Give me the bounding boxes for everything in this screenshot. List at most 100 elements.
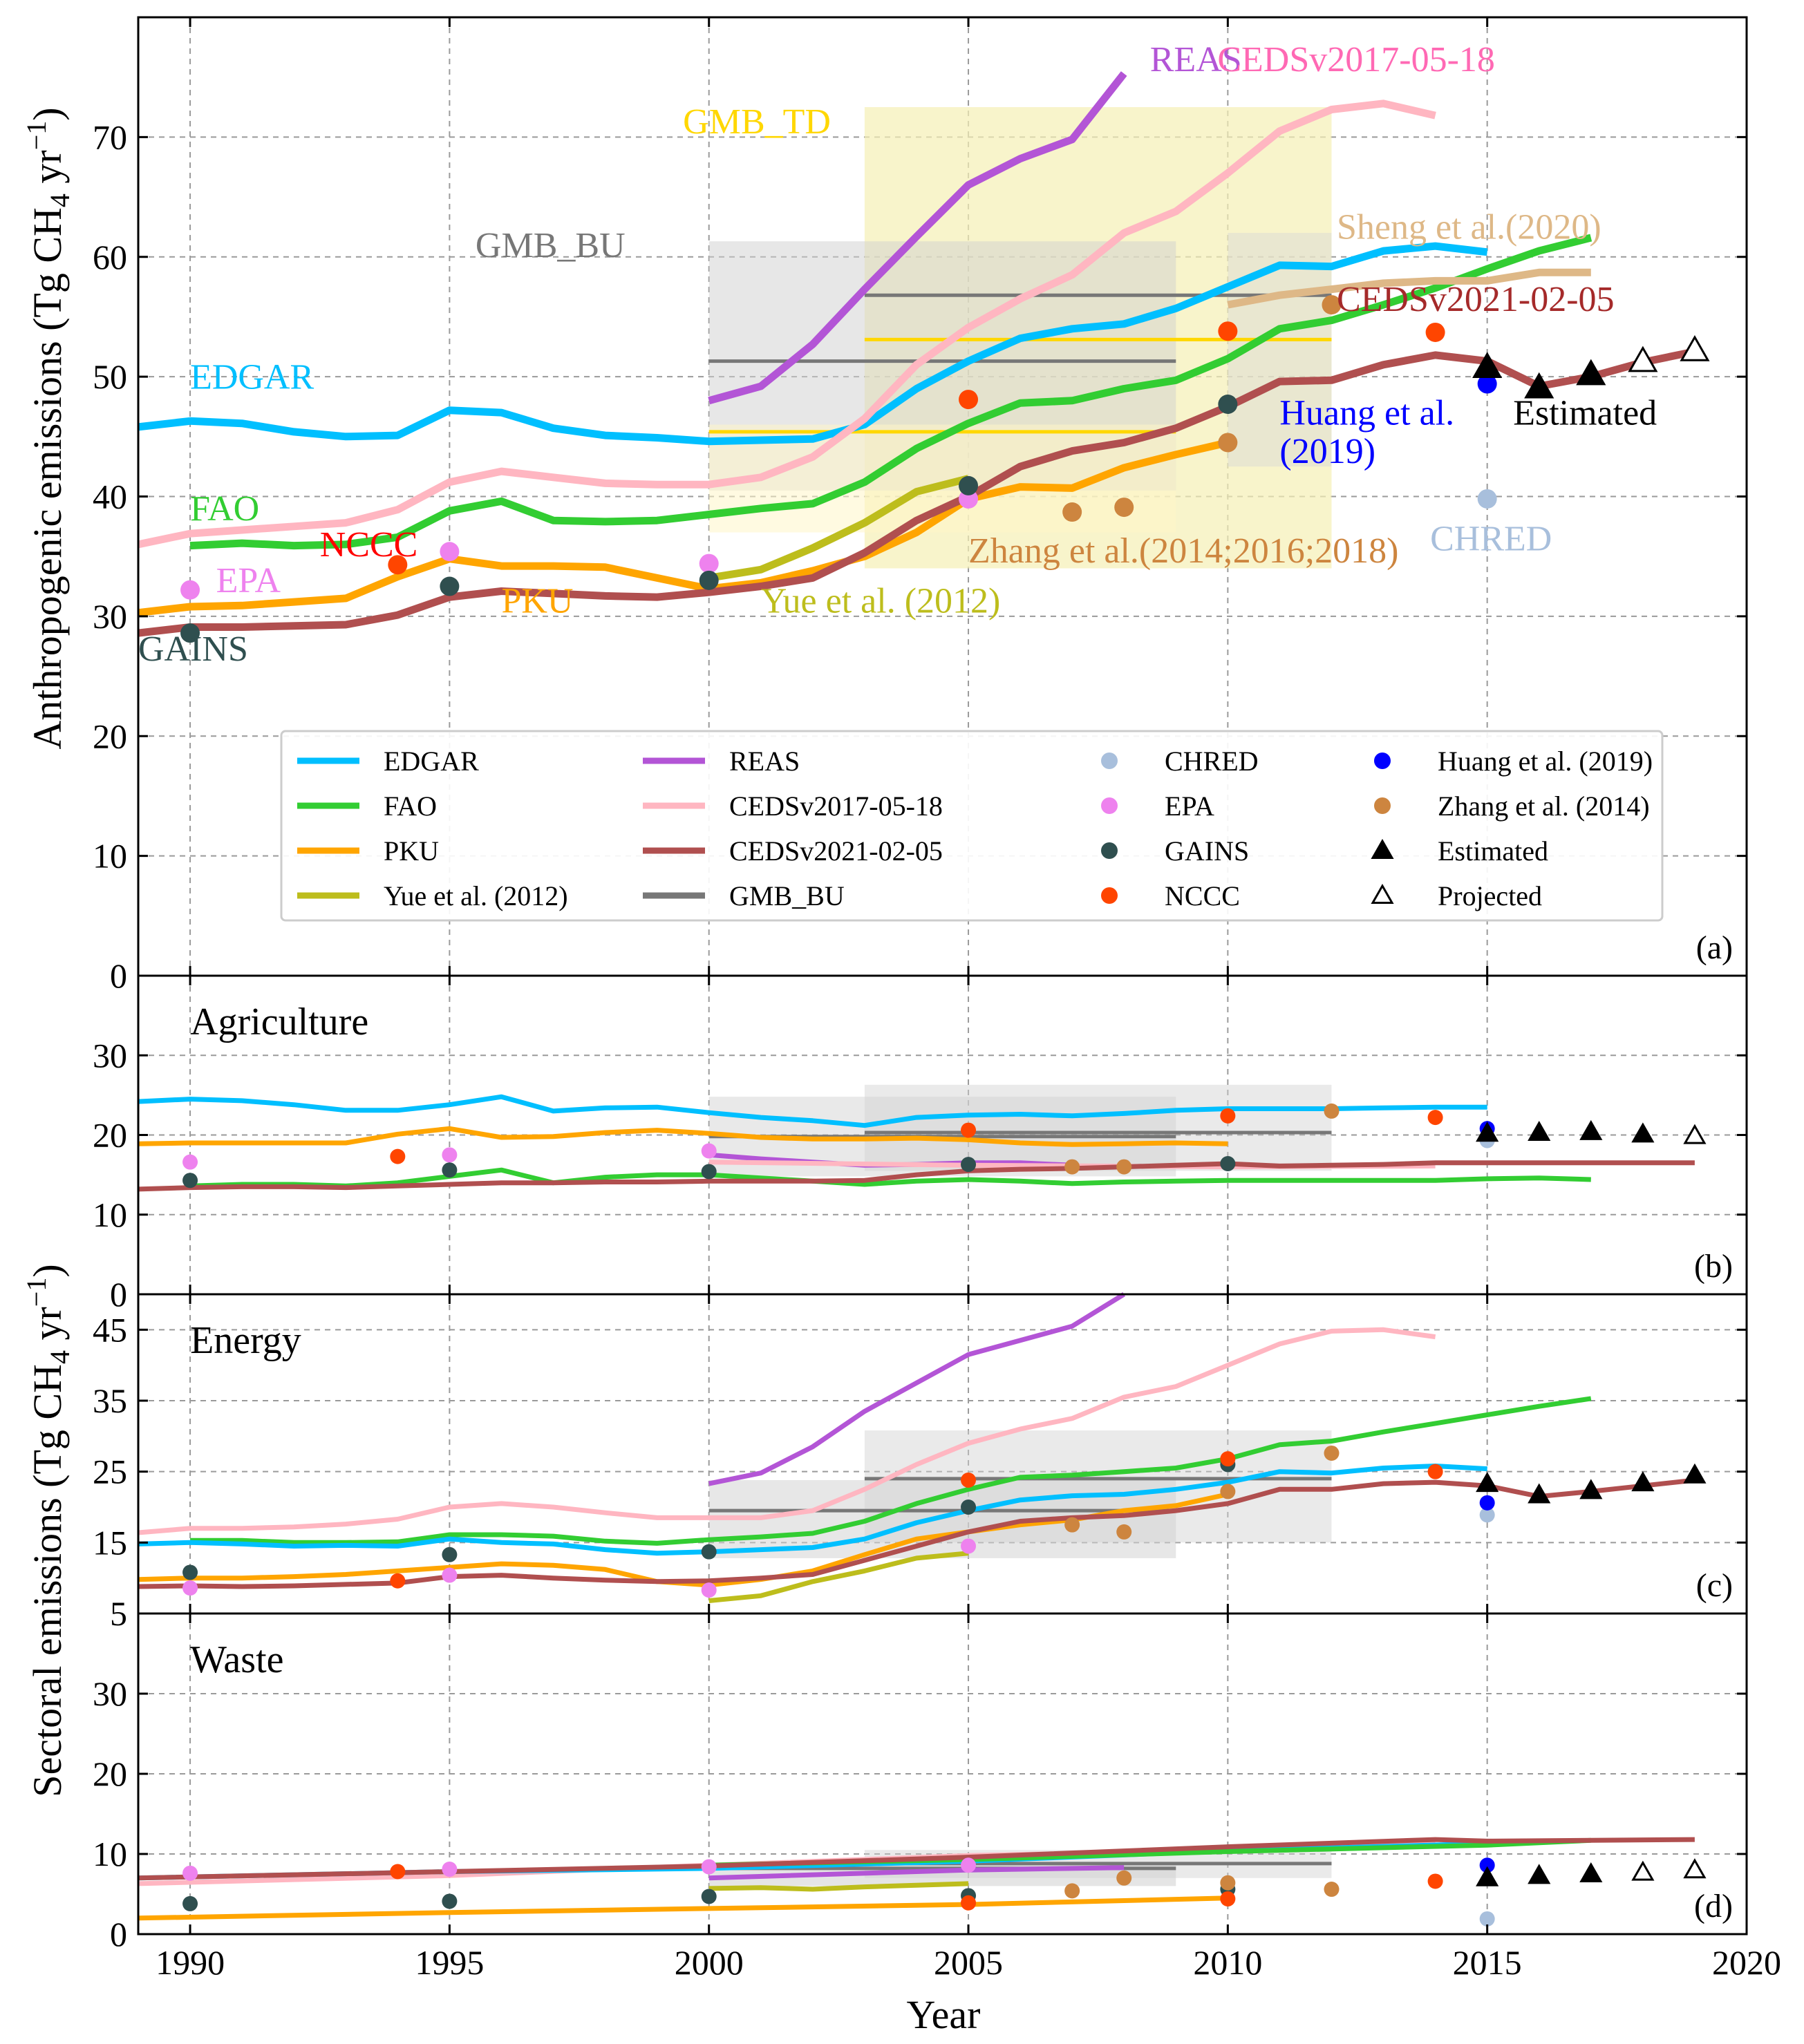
x-axis-title: Year [907,1992,981,2037]
series-cedsv2021-02-05-d [138,1837,1695,1881]
panel-letter-c: (c) [1696,1567,1733,1604]
point-zhang [1116,1524,1132,1540]
point-zhang [1324,1103,1340,1119]
point-epa [440,542,460,562]
projected-marker [1628,346,1658,372]
legend-swatch-zhang-et-al-2014 [1374,797,1391,814]
series-pku-b [138,1126,1228,1147]
point-gains [699,570,719,590]
legend-label-pku: PKU [384,835,439,867]
point-gains [701,1164,717,1180]
annotation-edgar: EDGAR [190,357,314,397]
point-epa [180,580,200,600]
y-axis-title-top: Anthropogenic emissions (Tg CH4 yr−1) [21,107,75,749]
y-tick-label: 30 [93,1036,127,1075]
estimated-marker [1476,1472,1499,1493]
point-zhang [1064,1517,1080,1533]
y-tick-label: 25 [93,1452,127,1491]
estimated-marker [1576,359,1606,386]
y-tick-label: 10 [93,1835,127,1873]
point-epa [182,1580,198,1596]
x-tick-label: 2010 [1193,1943,1262,1982]
y-tick-label: 20 [93,1754,127,1793]
legend-swatch-huang-et-al-2019 [1374,753,1391,769]
series-sheng-et-al-2020-a [1227,268,1591,309]
point-zhang [1064,1159,1080,1175]
point-epa [701,1143,717,1159]
y-tick-label: 0 [110,1275,127,1314]
annotation-chred: CHRED [1430,520,1552,559]
estimated-marker [1683,1463,1707,1484]
point-gains [182,1895,198,1911]
annotation-pku: PKU [501,582,573,621]
annotation-epa: EPA [216,561,281,600]
projected-marker [1631,1860,1655,1881]
x-tick-label: 2020 [1712,1943,1781,1982]
legend-label-epa: EPA [1165,791,1214,822]
point-nccc [961,1472,977,1488]
panel-letter-a: (a) [1696,929,1733,966]
y-tick-label: 30 [93,1674,127,1713]
legend-label-cedsv2021-02-05: CEDSv2021-02-05 [729,835,943,867]
series-edgar-c [138,1464,1487,1556]
panels-layer: 010203040506070(a)0102030Agriculture(b)5… [93,16,1781,1982]
point-nccc [961,1895,977,1911]
point-zhang [1322,295,1342,315]
x-tick-label: 2015 [1453,1943,1522,1982]
point-epa [442,1147,458,1163]
legend-label-fao: FAO [384,791,437,822]
point-epa [701,1859,717,1875]
series-yue-et-al-2012-c [708,1551,969,1603]
series-cedsv2021-02-05-b [138,1160,1695,1192]
y-tick-label: 45 [93,1310,127,1349]
legend-label-gmb-bu: GMB_BU [729,880,845,911]
series-cedsv2017-05-18-c [138,1327,1436,1535]
series-cedsv2021-02-05-a [138,348,1696,637]
y-tick-label: 20 [93,717,127,755]
legend-label-reas: REAS [729,746,800,777]
projected-marker [1683,1124,1707,1144]
legend-label-cedsv2017-05-18: CEDSv2017-05-18 [729,791,943,822]
point-gains [959,475,979,495]
point-nccc [959,390,979,410]
point-nccc [1220,1108,1236,1124]
point-huang [1479,1495,1495,1511]
annotation-sheng-et-al-2020: Sheng et al.(2020) [1337,208,1601,247]
legend-label-projected: Projected [1438,880,1542,911]
estimated-marker [1528,1483,1551,1504]
y-tick-label: 0 [110,1915,127,1953]
point-zhang [1062,502,1082,522]
point-nccc [1427,1873,1443,1889]
point-gains [701,1889,717,1904]
y-tick-label: 40 [93,477,127,516]
panel-letter-b: (b) [1694,1248,1733,1285]
estimated-marker [1631,1471,1655,1492]
y-tick-label: 10 [93,1195,127,1234]
uncertainty-band [864,1084,1332,1171]
point-zhang [1220,1484,1236,1499]
y-tick-label: 70 [93,117,127,156]
y-tick-label: 10 [93,837,127,876]
annotation-gmb-td: GMB_TD [683,102,831,142]
panel-title-c: Energy [190,1319,301,1362]
point-gains [180,623,200,643]
panel-letter-d: (d) [1694,1888,1733,1924]
annotation-cedsv2017-05-18: CEDSv2017-05-18 [1217,40,1495,79]
legend-swatch-epa [1101,797,1118,814]
point-zhang [1218,433,1238,453]
y-tick-label: 20 [93,1116,127,1155]
estimated-marker [1476,1122,1499,1142]
x-tick-label: 1990 [156,1943,225,1982]
point-nccc [961,1122,977,1138]
point-epa [961,1857,977,1873]
legend-label-nccc: NCCC [1165,880,1240,911]
estimated-marker [1528,1864,1551,1884]
y-tick-label: 50 [93,357,127,396]
y-tick-label: 15 [93,1523,127,1562]
point-nccc [390,1864,406,1880]
legend-label-estimated: Estimated [1438,835,1548,867]
projected-marker [1680,334,1710,361]
legend-label-yue-et-al-2012: Yue et al. (2012) [384,880,568,911]
point-epa [182,1154,198,1170]
